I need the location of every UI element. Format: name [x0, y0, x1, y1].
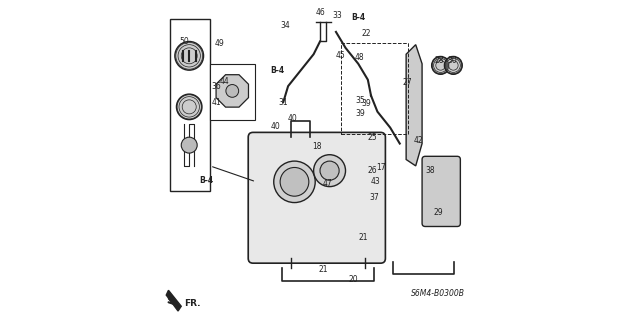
Text: 21: 21: [319, 265, 328, 274]
Text: S6M4-B0300B: S6M4-B0300B: [411, 289, 465, 298]
Bar: [340, 43, 408, 134]
Text: FR.: FR.: [184, 299, 201, 308]
Text: 20: 20: [349, 275, 358, 284]
Text: 31: 31: [278, 98, 288, 107]
Text: 46: 46: [315, 8, 325, 17]
Text: 35: 35: [355, 96, 365, 105]
Text: 18: 18: [312, 142, 321, 151]
Circle shape: [175, 41, 204, 70]
Polygon shape: [406, 45, 422, 166]
Text: 41: 41: [211, 98, 221, 107]
Text: 26: 26: [368, 166, 378, 175]
Text: 44: 44: [220, 77, 229, 86]
Text: 40: 40: [271, 122, 280, 130]
Circle shape: [177, 94, 202, 120]
Circle shape: [226, 85, 239, 97]
Text: 40: 40: [288, 114, 298, 122]
Circle shape: [280, 167, 309, 196]
Text: 22: 22: [362, 29, 371, 38]
Text: 39: 39: [362, 99, 371, 108]
Text: 30: 30: [447, 56, 457, 65]
Circle shape: [444, 56, 462, 74]
Text: B-4: B-4: [200, 176, 214, 185]
Circle shape: [314, 155, 346, 187]
Text: 36: 36: [211, 82, 221, 91]
Bar: [210, 64, 255, 120]
Polygon shape: [166, 290, 181, 311]
Bar: [170, 19, 210, 191]
Circle shape: [181, 137, 197, 153]
Text: 37: 37: [369, 193, 379, 202]
Text: 45: 45: [336, 51, 346, 60]
Text: 28: 28: [435, 56, 444, 65]
Text: 33: 33: [333, 11, 342, 20]
Text: 38: 38: [425, 166, 435, 175]
Circle shape: [320, 161, 339, 180]
Text: 27: 27: [403, 78, 413, 87]
FancyBboxPatch shape: [422, 156, 460, 226]
Text: 21: 21: [358, 233, 368, 242]
FancyBboxPatch shape: [248, 132, 385, 263]
Text: B-4: B-4: [351, 13, 365, 22]
Text: 39: 39: [355, 109, 365, 118]
Text: 25: 25: [368, 133, 378, 142]
Text: 17: 17: [376, 163, 385, 172]
Text: 42: 42: [414, 136, 424, 145]
Text: 29: 29: [433, 208, 443, 217]
Text: 47: 47: [323, 179, 333, 188]
Polygon shape: [216, 75, 248, 107]
Text: 49: 49: [214, 39, 225, 48]
Text: 50: 50: [180, 37, 189, 46]
Text: 43: 43: [371, 177, 381, 186]
Text: 48: 48: [355, 53, 365, 62]
Circle shape: [431, 56, 449, 74]
Text: 34: 34: [280, 21, 290, 30]
Text: B-4: B-4: [270, 66, 284, 75]
Circle shape: [274, 161, 316, 203]
